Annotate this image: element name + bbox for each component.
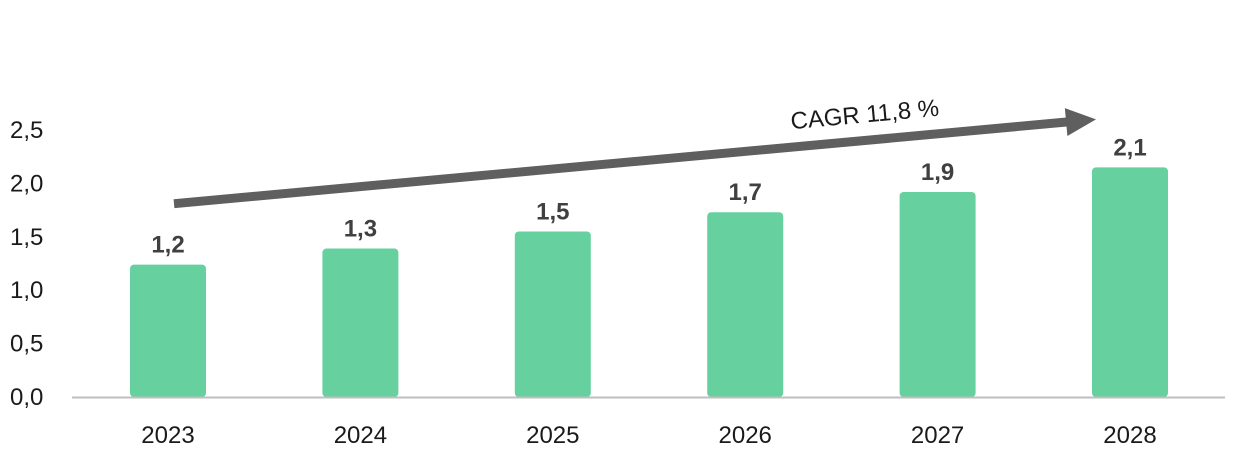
y-tick-label: 1,0 — [10, 277, 43, 304]
bar — [1092, 167, 1168, 397]
x-tick-label: 2027 — [911, 422, 964, 449]
cagr-arrow-shaft — [173, 117, 1069, 209]
data-label: 1,9 — [921, 159, 954, 186]
cagr-annotation: CAGR 11,8 % — [173, 95, 1096, 209]
x-tick-label: 2026 — [719, 422, 772, 449]
y-tick-label: 0,5 — [10, 331, 43, 358]
x-tick-label: 2028 — [1103, 422, 1156, 449]
data-label: 1,3 — [344, 216, 377, 243]
bar — [130, 264, 206, 397]
y-tick-label: 2,0 — [10, 170, 43, 197]
data-label: 1,5 — [536, 198, 569, 225]
y-axis-tick-labels: 0,0 0,5 1,0 1,5 2,0 2,5 — [10, 117, 43, 411]
cagr-label: CAGR 11,8 % — [789, 95, 940, 135]
bar — [514, 231, 591, 397]
x-tick-label: 2023 — [141, 422, 194, 449]
data-label: 2,1 — [1113, 134, 1146, 161]
x-tick-label: 2025 — [526, 422, 579, 449]
x-axis-tick-labels: 2023 2024 2025 2026 2027 2028 — [141, 422, 1156, 449]
data-label: 1,7 — [729, 179, 762, 206]
y-tick-label: 2,5 — [10, 117, 43, 144]
data-labels-group: 1,2 1,3 1,5 1,7 1,9 2,1 — [151, 134, 1146, 258]
bar — [322, 248, 399, 397]
y-tick-label: 1,5 — [10, 224, 43, 251]
bar — [707, 212, 784, 397]
bar — [899, 191, 976, 397]
cagr-arrow-head — [1064, 108, 1096, 136]
y-tick-label: 0,0 — [10, 384, 43, 411]
data-label: 1,2 — [151, 232, 184, 259]
bars-group — [130, 167, 1168, 397]
x-tick-label: 2024 — [334, 422, 387, 449]
